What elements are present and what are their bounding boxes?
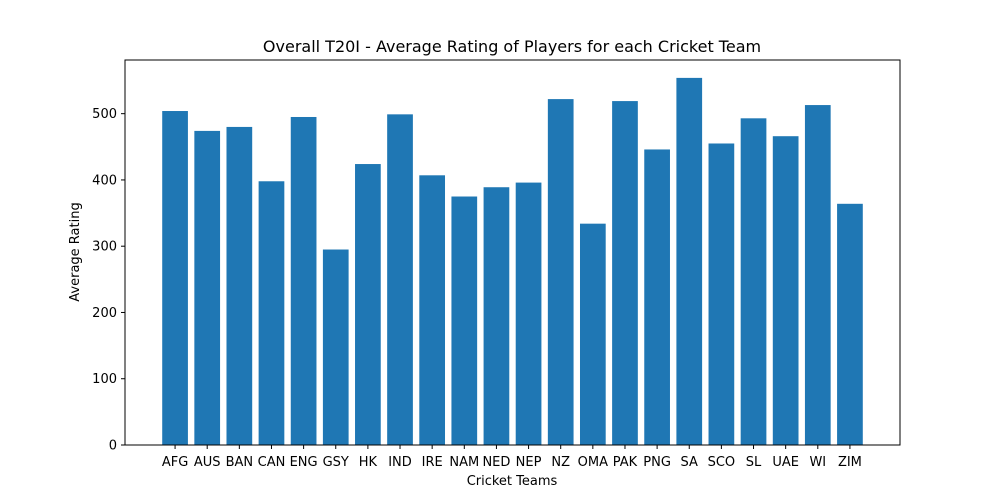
bar-sa <box>676 77 703 445</box>
x-tick-label-zim: ZIM <box>838 455 862 470</box>
bar-wi <box>804 105 831 445</box>
x-tick-label-aus: AUS <box>194 455 221 470</box>
x-tick-label-gsy: GSY <box>323 455 349 470</box>
bar-afg <box>162 111 188 446</box>
y-tick-label-400: 400 <box>92 173 117 188</box>
x-tick-label-ind: IND <box>388 455 412 470</box>
x-tick-label-hk: HK <box>359 455 378 470</box>
y-tick-label-100: 100 <box>92 372 117 387</box>
bar-nam <box>451 196 478 445</box>
x-tick-label-sa: SA <box>681 455 698 470</box>
x-tick-label-sl: SL <box>746 455 762 470</box>
bar-ind <box>387 114 413 445</box>
x-tick-label-nam: NAM <box>449 455 479 470</box>
y-tick-label-300: 300 <box>92 240 117 255</box>
x-tick-label-oma: OMA <box>578 455 608 470</box>
bar-sl <box>740 118 767 445</box>
plot-area-frame <box>124 59 901 446</box>
x-tick-label-ban: BAN <box>226 455 254 470</box>
x-tick-label-nz: NZ <box>551 455 570 470</box>
bar-png <box>644 149 670 445</box>
x-tick-label-afg: AFG <box>162 455 188 470</box>
x-tick-label-pak: PAK <box>613 455 638 470</box>
bar-ban <box>226 126 253 446</box>
bar-nz <box>547 99 574 445</box>
x-axis-ticks: AFG AUS BAN CAN ENG GSY HK IND IRE NAM NED NEP NZ OMA… <box>162 445 862 470</box>
x-tick-label-wi: WI <box>809 455 826 470</box>
y-axis-label: Average Rating <box>68 202 83 301</box>
bar-oma <box>579 223 606 445</box>
bar-can <box>258 181 285 445</box>
bar-ire <box>419 175 446 446</box>
x-tick-label-png: PNG <box>643 455 671 470</box>
x-axis-label: Cricket Teams <box>467 474 558 489</box>
x-tick-label-ire: IRE <box>422 455 443 470</box>
y-axis-ticks: 0 100 200 300 400 500 <box>92 107 125 454</box>
bar-zim <box>837 203 863 445</box>
bar-eng <box>290 116 317 446</box>
x-tick-label-can: CAN <box>258 455 286 470</box>
bar-uae <box>772 136 799 445</box>
bars-group <box>162 77 863 446</box>
y-tick-label-500: 500 <box>92 107 117 122</box>
x-tick-label-sco: SCO <box>708 455 736 470</box>
bar-ned <box>483 187 510 446</box>
y-tick-label-0: 0 <box>109 439 117 454</box>
chart-title: Overall T20I - Average Rating of Players… <box>263 37 761 56</box>
y-tick-label-200: 200 <box>92 306 117 321</box>
bar-pak <box>612 101 638 445</box>
bar-sco <box>708 143 735 446</box>
bar-gsy <box>322 249 349 445</box>
bar-aus <box>194 130 221 445</box>
x-tick-label-ned: NED <box>482 455 510 470</box>
x-tick-label-nep: NEP <box>516 455 542 470</box>
x-tick-label-eng: ENG <box>290 455 318 470</box>
x-tick-label-uae: UAE <box>772 455 799 470</box>
bar-nep <box>515 182 542 445</box>
bar-hk <box>355 164 381 446</box>
